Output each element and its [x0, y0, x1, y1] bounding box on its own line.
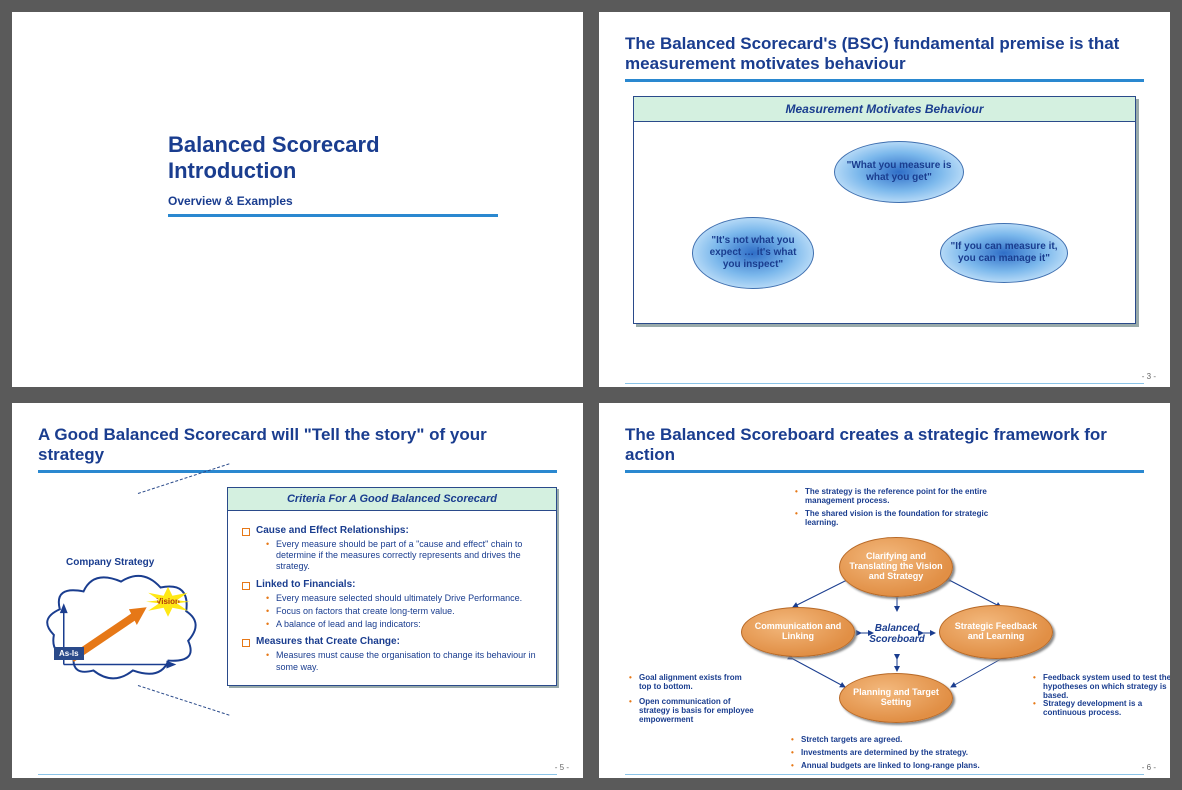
- criteria-header: Criteria For A Good Balanced Scorecard: [228, 488, 556, 511]
- title-block: Balanced Scorecard Introduction Overview…: [168, 132, 498, 217]
- company-strategy-label: Company Strategy: [66, 557, 154, 568]
- criteria-body: Cause and Effect Relationships: Every mea…: [228, 511, 556, 685]
- bubble-3: "If you can measure it, you can manage i…: [940, 223, 1068, 283]
- subtitle: Overview & Examples: [168, 194, 498, 208]
- criteria-heading: Measures that Create Change:: [240, 636, 544, 647]
- oval-right: Strategic Feedback and Learning: [939, 605, 1053, 659]
- criteria-item: A balance of lead and lag indicators:: [266, 619, 544, 630]
- slide-title: The Balanced Scorecard's (BSC) fundament…: [625, 34, 1144, 75]
- box-header: Measurement Motivates Behaviour: [634, 97, 1135, 122]
- page-number: - 5 -: [555, 763, 569, 772]
- bottom-note-3: •Annual budgets are linked to long-range…: [801, 761, 1081, 770]
- dash-line: [138, 463, 230, 494]
- note-text: Annual budgets are linked to long-range …: [801, 761, 980, 770]
- dash-line: [138, 685, 230, 716]
- rule: [625, 470, 1144, 473]
- note-text: Investments are determined by the strate…: [801, 748, 968, 757]
- criteria-box: Criteria For A Good Balanced Scorecard C…: [227, 487, 557, 686]
- slide-title: A Good Balanced Scorecard will "Tell the…: [38, 425, 557, 466]
- page-number: - 3 -: [1142, 372, 1156, 381]
- oval-top: Clarifying and Translating the Vision an…: [839, 537, 953, 597]
- slide-2: The Balanced Scorecard's (BSC) fundament…: [599, 12, 1170, 387]
- rule: [38, 470, 557, 473]
- page-number: - 6 -: [1142, 763, 1156, 772]
- content-row: Company Strategy Vision As-Is Criteria F…: [38, 487, 557, 717]
- criteria-item: Measures must cause the organisation to …: [266, 650, 544, 673]
- cloud-icon: [44, 567, 202, 687]
- criteria-item: Every measure should be part of a "cause…: [266, 539, 544, 573]
- slide-4: The Balanced Scoreboard creates a strate…: [599, 403, 1170, 778]
- oval-bottom: Planning and Target Setting: [839, 673, 953, 723]
- asis-label: As-Is: [54, 647, 84, 660]
- criteria-panel: Criteria For A Good Balanced Scorecard C…: [227, 487, 557, 717]
- criteria-heading: Cause and Effect Relationships:: [240, 525, 544, 536]
- slide-3: A Good Balanced Scorecard will "Tell the…: [12, 403, 583, 778]
- diagram-area: Company Strategy Vision As-Is: [38, 487, 213, 717]
- bubble-2: "It's not what you expect … it's what yo…: [692, 217, 814, 289]
- footer-rule: [38, 774, 557, 775]
- bottom-note-1: •Stretch targets are agreed.: [801, 735, 1061, 744]
- note-text: The strategy is the reference point for …: [805, 487, 987, 505]
- rule: [625, 79, 1144, 82]
- quote-box: Measurement Motivates Behaviour "What yo…: [633, 96, 1136, 324]
- bottom-note-2: •Investments are determined by the strat…: [801, 748, 1061, 757]
- center-label: Balanced Scoreboard: [863, 623, 931, 645]
- top-note-1: •The strategy is the reference point for…: [805, 487, 995, 505]
- title-underline: [168, 214, 498, 217]
- note-text: The shared vision is the foundation for …: [805, 509, 988, 527]
- footer-rule: [625, 383, 1144, 384]
- note-text: Stretch targets are agreed.: [801, 735, 902, 744]
- top-note-2: •The shared vision is the foundation for…: [805, 509, 995, 527]
- oval-left: Communication and Linking: [741, 607, 855, 657]
- note-text: Goal alignment exists from top to bottom…: [639, 673, 742, 691]
- criteria-item: Every measure selected should ultimately…: [266, 593, 544, 604]
- footer-rule: [625, 774, 1144, 775]
- main-title: Balanced Scorecard Introduction: [168, 132, 498, 184]
- criteria-item: Focus on factors that create long-term v…: [266, 606, 544, 617]
- framework-diagram: •The strategy is the reference point for…: [625, 487, 1144, 775]
- criteria-heading: Linked to Financials:: [240, 579, 544, 590]
- bubble-1: "What you measure is what you get": [834, 141, 964, 203]
- slide-title: The Balanced Scoreboard creates a strate…: [625, 425, 1144, 466]
- slide-1: Balanced Scorecard Introduction Overview…: [12, 12, 583, 387]
